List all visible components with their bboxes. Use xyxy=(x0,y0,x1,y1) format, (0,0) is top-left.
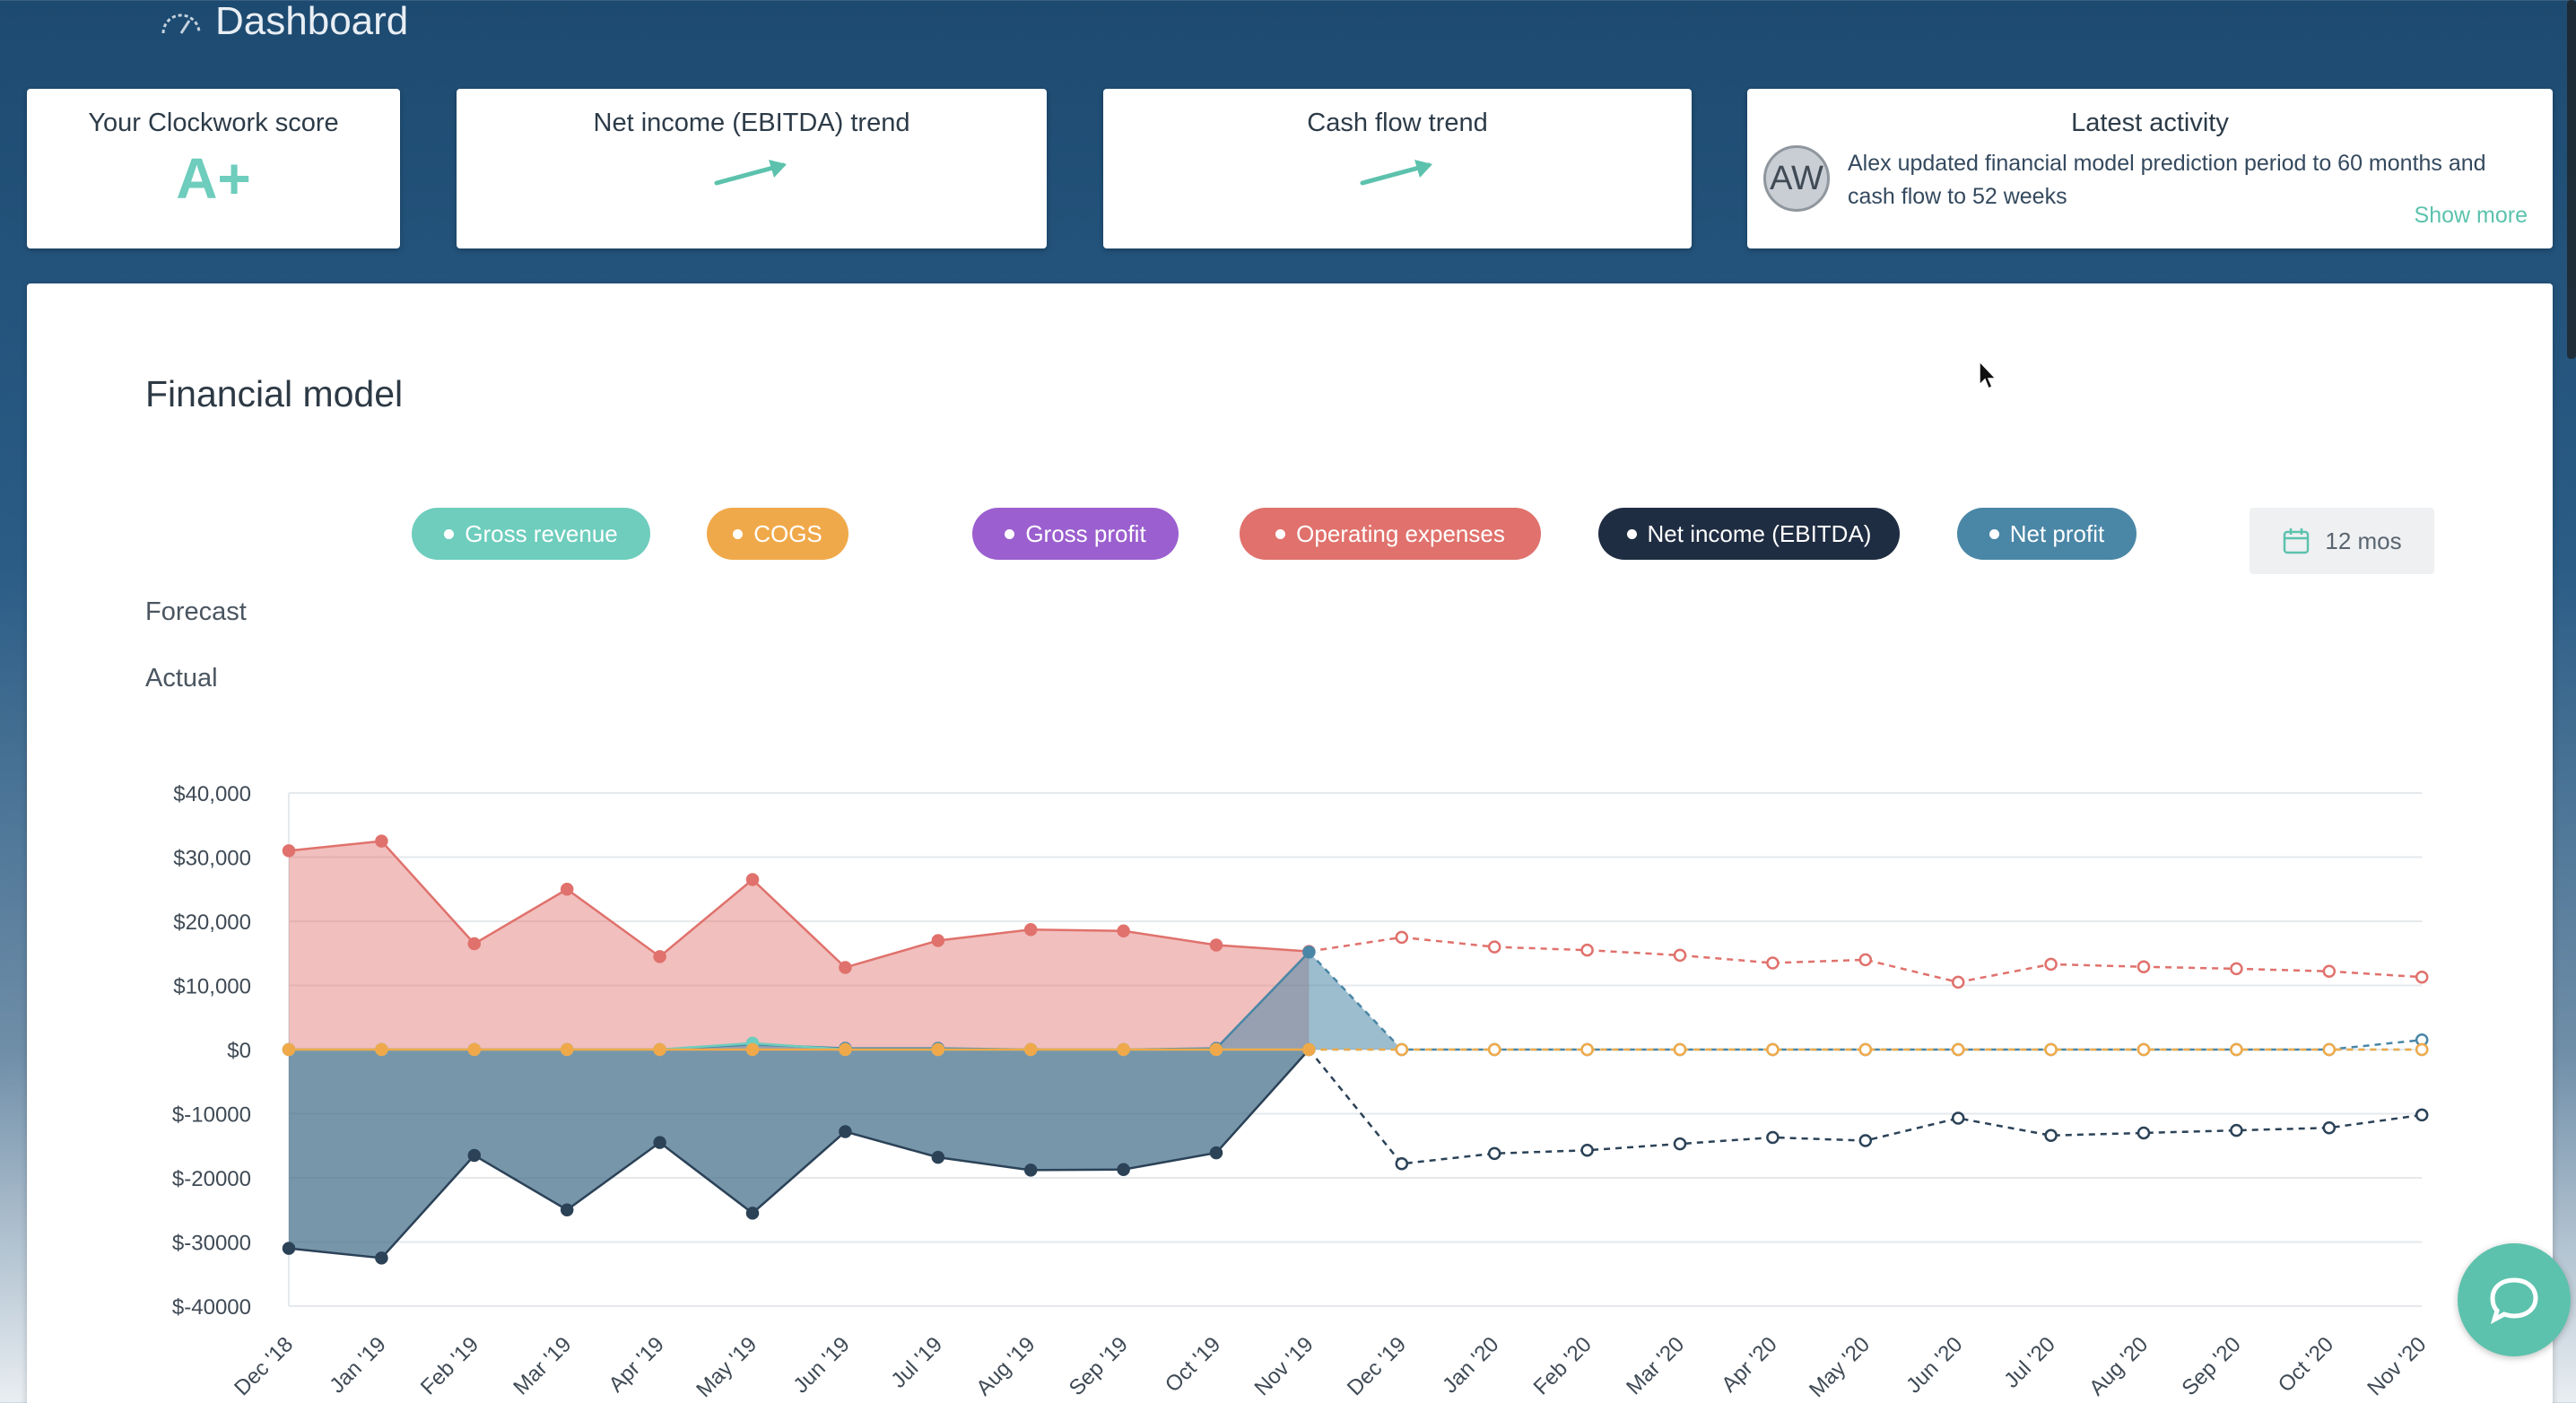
legend-net-income[interactable]: Net income (EBITDA) xyxy=(1598,508,1900,560)
actual-label: Actual xyxy=(145,664,218,693)
legend-dot xyxy=(444,528,455,539)
chat-bubble-icon xyxy=(2490,1277,2538,1325)
legend-label: Net profit xyxy=(2009,519,2105,547)
legend-label: Operating expenses xyxy=(1296,519,1505,547)
legend-label: COGS xyxy=(753,519,822,547)
forecast-label: Forecast xyxy=(145,597,247,626)
legend-label: Gross revenue xyxy=(465,519,618,547)
legend-net-profit[interactable]: Net profit xyxy=(1957,508,2137,560)
period-label: 12 mos xyxy=(2325,527,2402,554)
legend-gross-revenue[interactable]: Gross revenue xyxy=(412,508,650,560)
net-income-trend-card: Net income (EBITDA) trend xyxy=(457,89,1047,248)
period-selector-button[interactable]: 12 mos xyxy=(2250,508,2434,574)
legend-gross-profit[interactable]: Gross profit xyxy=(972,508,1179,560)
trend-up-arrow-icon xyxy=(1360,160,1432,186)
chat-support-button[interactable] xyxy=(2458,1243,2571,1356)
legend-label: Net income (EBITDA) xyxy=(1647,519,1872,547)
legend-dot xyxy=(1005,528,1015,539)
activity-text: Alex updated financial model prediction … xyxy=(1848,151,2486,209)
legend-dot xyxy=(1989,528,1999,539)
cash-flow-card-title: Cash flow trend xyxy=(1307,109,1488,137)
legend-dot xyxy=(1626,528,1637,539)
legend-dot xyxy=(733,528,744,539)
activity-card-title: Latest activity xyxy=(2071,109,2229,137)
chart-legend: Gross revenue COGS Gross profit Operatin… xyxy=(27,508,2553,562)
score-card-title: Your Clockwork score xyxy=(88,109,339,137)
legend-operating-expenses[interactable]: Operating expenses xyxy=(1240,508,1541,560)
score-grade: A+ xyxy=(176,146,251,211)
financial-model-panel: Financial model Gross revenue COGS Gross… xyxy=(27,283,2553,1403)
show-more-link[interactable]: Show more xyxy=(2414,203,2528,228)
calendar-icon xyxy=(2284,528,2310,554)
page-header: Dashboard xyxy=(160,0,408,43)
gauge-icon xyxy=(161,13,201,34)
scrollbar[interactable] xyxy=(2567,0,2576,359)
legend-label: Gross profit xyxy=(1025,519,1146,547)
panel-title: Financial model xyxy=(145,373,404,414)
cash-flow-trend-card: Cash flow trend xyxy=(1103,89,1692,248)
latest-activity-card: Latest activity AW Alex updated financia… xyxy=(1747,89,2553,248)
page-title: Dashboard xyxy=(215,0,409,43)
avatar[interactable]: AW xyxy=(1763,145,1830,212)
trend-up-arrow-icon xyxy=(714,160,787,186)
legend-dot xyxy=(1275,528,1286,539)
clockwork-score-card: Your Clockwork score A+ xyxy=(27,89,400,248)
legend-cogs[interactable]: COGS xyxy=(707,508,849,560)
net-income-card-title: Net income (EBITDA) trend xyxy=(593,109,910,137)
mouse-cursor-icon xyxy=(1979,360,1997,390)
